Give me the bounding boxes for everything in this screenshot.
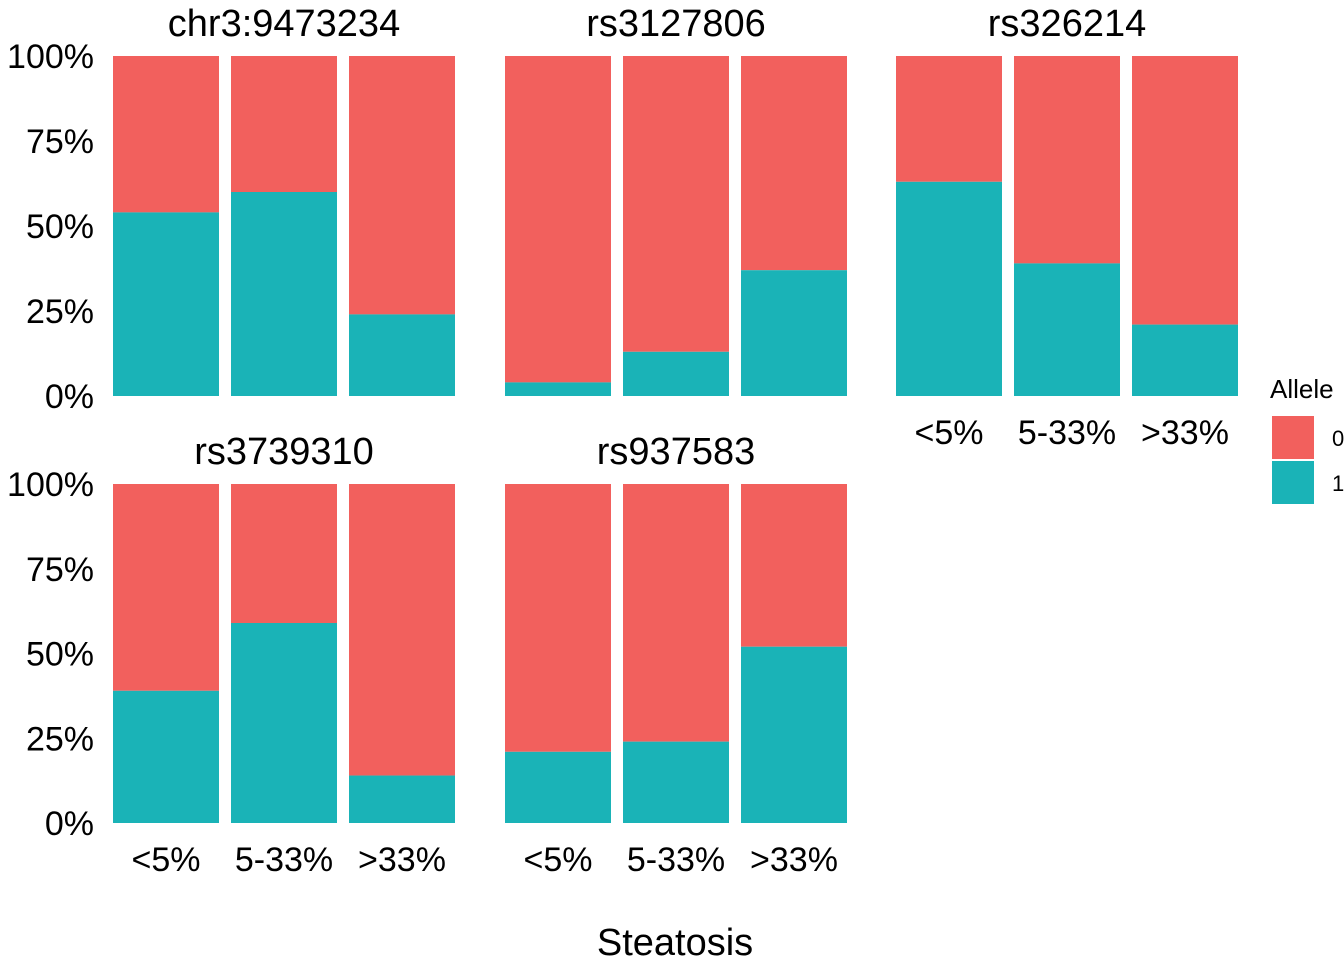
bar-segment-allele-1 xyxy=(231,192,337,396)
y-tick-label: 100% xyxy=(7,466,94,504)
bar-segment-allele-1 xyxy=(505,751,611,823)
bar-segment-allele-1 xyxy=(623,741,729,823)
bar-segment-allele-0 xyxy=(896,56,1002,182)
legend-label: 1 xyxy=(1332,471,1344,496)
legend-title: Allele xyxy=(1270,374,1334,404)
facet-panel: rs3127806 xyxy=(505,3,847,396)
y-tick-label: 0% xyxy=(45,378,94,416)
bar-segment-allele-0 xyxy=(623,484,729,742)
x-axis-title: Steatosis xyxy=(597,922,753,960)
bar-segment-allele-1 xyxy=(741,270,847,396)
x-tick-label: >33% xyxy=(358,841,446,879)
panels-layer: chr3:9473234 0% 25% 50% 75% 100% rs3127806 rs32… xyxy=(7,3,1238,879)
bar-segment-allele-0 xyxy=(349,484,455,776)
bar-segment-allele-0 xyxy=(741,484,847,647)
x-tick-label: 5-33% xyxy=(1018,414,1116,452)
bar-segment-allele-1 xyxy=(349,775,455,823)
x-tick-label: <5% xyxy=(132,841,201,879)
x-tick-label: <5% xyxy=(524,841,593,879)
legend-key xyxy=(1272,461,1314,504)
bar-segment-allele-0 xyxy=(113,56,219,213)
bar-segment-allele-0 xyxy=(349,56,455,315)
bar-segment-allele-0 xyxy=(505,484,611,752)
bar-segment-allele-0 xyxy=(1132,56,1238,325)
bar-segment-allele-1 xyxy=(113,212,219,396)
bar-segment-allele-0 xyxy=(623,56,729,352)
y-tick-label: 75% xyxy=(26,123,94,161)
y-tick-label: 50% xyxy=(26,636,94,674)
y-tick-label: 25% xyxy=(26,720,94,758)
legend-key xyxy=(1272,416,1314,459)
bar-segment-allele-0 xyxy=(505,56,611,383)
x-tick-label: <5% xyxy=(915,414,984,452)
x-tick-label: >33% xyxy=(750,841,838,879)
bar-segment-allele-0 xyxy=(231,56,337,192)
x-tick-label: >33% xyxy=(1141,414,1229,452)
y-tick-label: 50% xyxy=(26,208,94,246)
y-tick-label: 0% xyxy=(45,805,94,843)
bar-segment-allele-1 xyxy=(1132,324,1238,396)
facet-title: rs326214 xyxy=(988,3,1146,45)
facet-title: rs3127806 xyxy=(586,3,766,45)
bar-segment-allele-1 xyxy=(741,646,847,823)
bar-segment-allele-0 xyxy=(113,484,219,691)
bar-segment-allele-1 xyxy=(505,382,611,396)
bar-segment-allele-1 xyxy=(113,690,219,823)
bar-segment-allele-1 xyxy=(349,314,455,396)
x-tick-label: 5-33% xyxy=(627,841,725,879)
bar-segment-allele-1 xyxy=(623,351,729,396)
bar-segment-allele-1 xyxy=(231,622,337,823)
facet-panel: rs937583 <5% 5-33% >33% xyxy=(505,431,847,879)
x-tick-label: 5-33% xyxy=(235,841,333,879)
bar-segment-allele-0 xyxy=(231,484,337,623)
facet-title: rs3739310 xyxy=(194,431,374,473)
legend: Allele 0 1 xyxy=(1270,374,1344,504)
bar-segment-allele-1 xyxy=(896,181,1002,396)
y-tick-label: 75% xyxy=(26,551,94,589)
facet-panel: chr3:9473234 0% 25% 50% 75% 100% xyxy=(7,3,455,416)
bar-segment-allele-1 xyxy=(1014,263,1120,396)
facet-title: rs937583 xyxy=(597,431,755,473)
legend-label: 0 xyxy=(1332,426,1344,451)
y-tick-label: 25% xyxy=(26,293,94,331)
y-tick-label: 100% xyxy=(7,38,94,76)
bar-segment-allele-0 xyxy=(1014,56,1120,264)
facet-panel: rs3739310 0% 25% 50% 75% 100% <5% 5-33% >33% xyxy=(7,431,455,879)
facet-title: chr3:9473234 xyxy=(168,3,400,45)
facet-panel: rs326214 <5% 5-33% >33% xyxy=(896,3,1238,452)
bar-segment-allele-0 xyxy=(741,56,847,271)
